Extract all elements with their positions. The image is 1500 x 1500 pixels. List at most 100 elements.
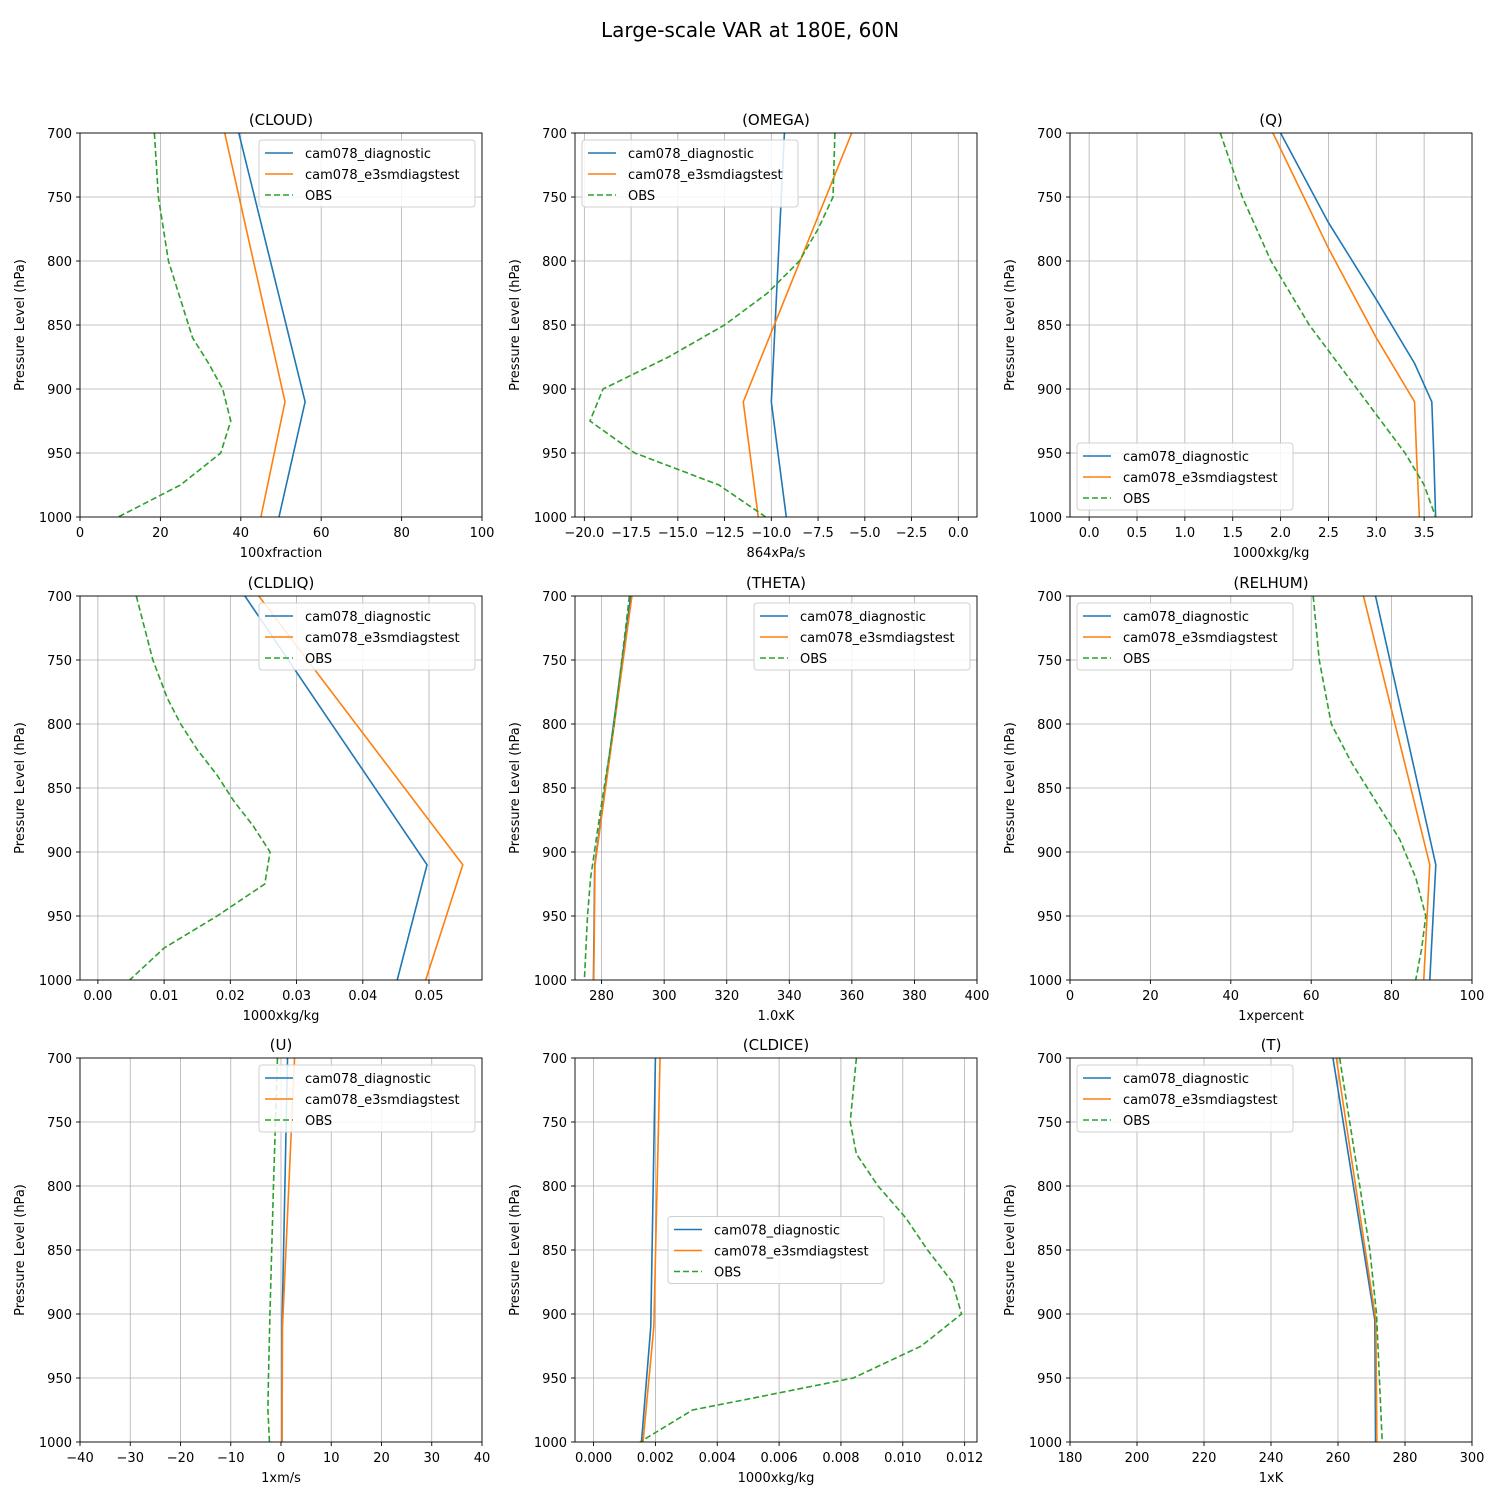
y-tick-label: 750 (1037, 654, 1062, 669)
x-tick-label: 220 (1192, 1451, 1217, 1466)
y-tick-label: 1000 (1029, 1436, 1062, 1451)
y-tick-label: 950 (542, 447, 567, 462)
x-axis-label: 1xK (1259, 1471, 1284, 1486)
legend-label: cam078_e3smdiagstest (1123, 631, 1278, 646)
y-tick-label: 1000 (39, 974, 72, 989)
y-tick-label: 1000 (39, 1436, 72, 1451)
panel-title: (CLDLIQ) (248, 574, 315, 592)
x-tick-label: 0.03 (282, 989, 311, 1004)
legend-label: cam078_e3smdiagstest (714, 1245, 869, 1260)
series-line-obs (1219, 133, 1437, 517)
y-tick-label: 1000 (1029, 974, 1062, 989)
legend-label: OBS (305, 1114, 332, 1129)
x-tick-label: 60 (313, 526, 330, 541)
x-axis-label: 1xpercent (1238, 1009, 1304, 1024)
legend: cam078_diagnostic cam078_e3smdiagstest OBS (258, 1064, 476, 1133)
x-tick-label: −5.0 (849, 526, 881, 541)
legend: cam078_diagnostic cam078_e3smdiagstest OBS (667, 1216, 885, 1284)
legend-label: OBS (305, 189, 332, 204)
y-tick-label: 900 (542, 1308, 567, 1323)
x-tick-label: −15.0 (658, 526, 698, 541)
y-tick-label: 700 (542, 590, 567, 605)
x-tick-label: 0.000 (575, 1451, 612, 1466)
x-axis-label: 1000xkg/kg (1233, 546, 1310, 561)
series-line-cam078-e3smdiagstest (1272, 133, 1421, 517)
panel-title: (CLOUD) (249, 111, 313, 129)
x-tick-label: 40 (1223, 989, 1240, 1004)
y-tick-label: 700 (1037, 1052, 1062, 1067)
legend-box (258, 1064, 476, 1133)
panel-title: (OMEGA) (742, 111, 810, 129)
legend-box (258, 602, 476, 671)
y-tick-label: 750 (47, 1116, 72, 1131)
series-line-cam078-diagnostic (244, 596, 428, 980)
y-tick-label: 800 (542, 255, 567, 270)
legend-label: OBS (1123, 492, 1150, 507)
y-tick-label: 950 (1037, 1372, 1062, 1387)
y-tick-label: 950 (1037, 910, 1062, 925)
y-tick-label: 1000 (1029, 511, 1062, 526)
legend-label: cam078_e3smdiagstest (800, 631, 955, 646)
x-tick-label: −20.0 (564, 526, 604, 541)
y-tick-label: 950 (47, 910, 72, 925)
legend-label: cam078_diagnostic (1123, 610, 1249, 625)
y-tick-label: 900 (1037, 846, 1062, 861)
series-line-cam078-diagnostic (1332, 1058, 1377, 1442)
x-tick-label: 20 (152, 526, 169, 541)
legend-label: cam078_diagnostic (800, 610, 926, 625)
panel-title: (Q) (1259, 111, 1283, 129)
panel-title: (T) (1261, 1036, 1282, 1054)
x-tick-label: −17.5 (611, 526, 651, 541)
y-tick-label: 800 (542, 1180, 567, 1195)
x-tick-label: 2.5 (1318, 526, 1339, 541)
legend: cam078_diagnostic cam078_e3smdiagstest OBS (1076, 442, 1294, 511)
x-tick-label: 1.5 (1222, 526, 1243, 541)
y-tick-label: 900 (1037, 1308, 1062, 1323)
x-tick-label: −7.5 (802, 526, 834, 541)
x-axis-label: 1xm/s (261, 1471, 301, 1486)
panel-title: (CLDICE) (743, 1036, 809, 1054)
x-tick-label: 300 (1460, 1451, 1485, 1466)
x-tick-label: 280 (1393, 1451, 1418, 1466)
y-tick-label: 700 (542, 127, 567, 142)
legend: cam078_diagnostic cam078_e3smdiagstest OBS (258, 602, 476, 671)
y-tick-label: 750 (1037, 191, 1062, 206)
y-axis-label: Pressure Level (hPa) (1003, 722, 1018, 854)
x-tick-label: 100 (470, 526, 495, 541)
y-axis-label: Pressure Level (hPa) (13, 1184, 28, 1316)
y-tick-label: 700 (1037, 590, 1062, 605)
series-line-cam078-diagnostic (640, 1058, 657, 1442)
x-tick-label: 200 (1125, 1451, 1150, 1466)
x-axis-label: 864xPa/s (747, 546, 806, 561)
legend-box (667, 1216, 885, 1284)
series-line-cam078-e3smdiagstest (742, 133, 853, 517)
legend-label: cam078_e3smdiagstest (1123, 471, 1278, 486)
y-tick-label: 900 (47, 383, 72, 398)
y-tick-label: 800 (47, 1180, 72, 1195)
x-tick-label: −40 (66, 1451, 93, 1466)
chart-panel: −20.0 −17.5 −15.0 −12.5 −10.0 −7.5 −5.0 −2.5 0.0… (508, 111, 978, 561)
x-tick-label: 80 (393, 526, 410, 541)
y-tick-label: 750 (47, 191, 72, 206)
x-tick-label: 280 (589, 989, 614, 1004)
x-axis-label: 100xfraction (240, 546, 322, 561)
legend-label: cam078_e3smdiagstest (305, 631, 460, 646)
x-tick-label: 0.5 (1127, 526, 1148, 541)
legend-label: cam078_diagnostic (305, 1072, 431, 1087)
series-line-cam078-diagnostic (1374, 596, 1437, 980)
y-tick-label: 850 (47, 319, 72, 334)
x-tick-label: 0.004 (699, 1451, 736, 1466)
y-tick-label: 750 (1037, 1116, 1062, 1131)
chart-panel: 280 300 320 340 360 380 400 700 750 800 850 900 950 1… (508, 574, 989, 1024)
series-line-cam078-e3smdiagstest (281, 1058, 296, 1442)
y-axis-label: Pressure Level (hPa) (508, 1184, 523, 1316)
y-tick-label: 950 (1037, 447, 1062, 462)
x-tick-label: 340 (777, 989, 802, 1004)
legend-box (753, 602, 971, 671)
x-tick-label: 0.0 (1079, 526, 1100, 541)
y-tick-label: 800 (47, 255, 72, 270)
x-tick-label: 0.00 (83, 989, 112, 1004)
x-axis-label: 1.0xK (758, 1009, 795, 1024)
y-tick-label: 750 (542, 654, 567, 669)
x-tick-label: 0.012 (946, 1451, 983, 1466)
